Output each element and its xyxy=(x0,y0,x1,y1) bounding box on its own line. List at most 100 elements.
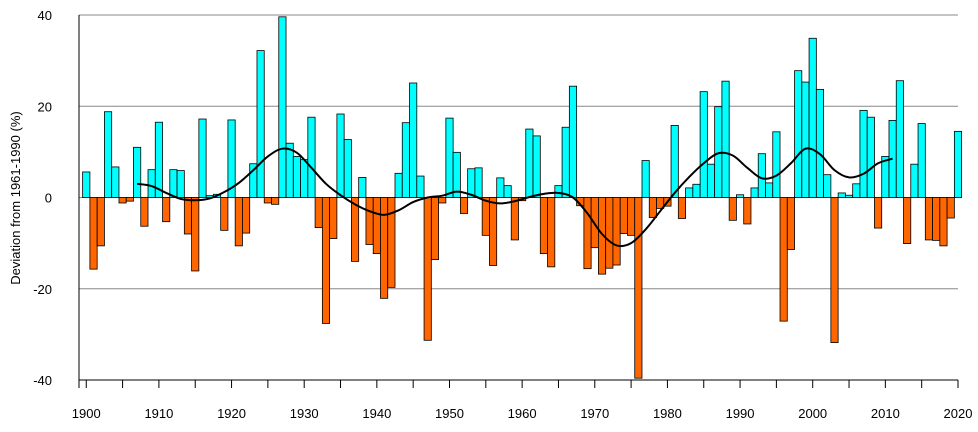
bar-1975 xyxy=(627,197,636,236)
bar-1959 xyxy=(510,197,519,241)
bar-2003 xyxy=(830,197,839,343)
bar-1925 xyxy=(263,197,272,204)
bar-1936 xyxy=(343,139,352,198)
bar-1934 xyxy=(329,197,338,239)
bar-1993 xyxy=(757,153,766,198)
bar-1965 xyxy=(554,185,563,198)
bar-1942 xyxy=(387,197,396,288)
bar-1969 xyxy=(583,197,592,270)
bar-2006 xyxy=(852,183,861,198)
bar-1976 xyxy=(634,197,643,379)
bar-1922 xyxy=(242,197,251,234)
bar-2005 xyxy=(845,194,854,198)
bar-1998 xyxy=(794,70,803,198)
bar-1984 xyxy=(692,183,701,198)
bar-1982 xyxy=(677,197,686,219)
bar-1943 xyxy=(394,172,403,198)
bar-2012 xyxy=(895,80,904,198)
bar-1920 xyxy=(227,119,236,198)
x-tick-label: 1970 xyxy=(580,406,609,421)
x-tick-label: 1930 xyxy=(290,406,319,421)
bar-1919 xyxy=(220,197,229,231)
bar-1985 xyxy=(699,91,708,198)
bar-1967 xyxy=(568,85,578,198)
bar-1912 xyxy=(169,169,178,198)
trend-line xyxy=(136,147,893,248)
bar-1989 xyxy=(728,197,737,221)
x-tick-label: 1990 xyxy=(726,406,755,421)
bar-2009 xyxy=(874,197,883,229)
bar-1939 xyxy=(365,197,374,245)
bar-1994 xyxy=(765,182,774,198)
axes xyxy=(78,15,959,388)
x-tick-label: 1900 xyxy=(72,406,101,421)
x-tick-label: 1960 xyxy=(508,406,537,421)
bar-1992 xyxy=(750,187,759,198)
bar-2017 xyxy=(932,197,941,241)
bar-1901 xyxy=(89,197,98,270)
bar-1964 xyxy=(547,197,556,268)
trend-line-layer xyxy=(136,147,893,248)
bar-2014 xyxy=(910,163,919,198)
x-tick-label: 1910 xyxy=(144,406,173,421)
bar-1908 xyxy=(140,197,149,227)
bar-1909 xyxy=(147,169,156,198)
bar-1956 xyxy=(489,197,498,266)
bar-1921 xyxy=(234,197,243,247)
bar-1911 xyxy=(162,197,171,223)
bar-1914 xyxy=(183,197,192,235)
bar-2019 xyxy=(946,197,955,219)
bar-1988 xyxy=(721,80,730,198)
x-tick-label: 1940 xyxy=(362,406,391,421)
y-tick-label: 20 xyxy=(38,99,52,114)
bar-2016 xyxy=(924,197,933,241)
bar-1945 xyxy=(409,82,418,198)
bar-1915 xyxy=(191,197,200,272)
bar-1951 xyxy=(452,151,461,198)
bar-1957 xyxy=(496,177,505,198)
bar-1952 xyxy=(459,197,469,214)
x-tick-label: 2020 xyxy=(944,406,973,421)
bar-1940 xyxy=(372,197,381,255)
y-tick-label: 0 xyxy=(45,191,52,206)
bar-1913 xyxy=(176,170,185,198)
bar-1997 xyxy=(786,197,795,250)
bar-1995 xyxy=(772,131,781,198)
bar-1973 xyxy=(612,197,621,266)
bar-1933 xyxy=(321,197,331,324)
bar-2010 xyxy=(881,156,890,198)
y-tick-label: 40 xyxy=(38,8,52,23)
bar-1961 xyxy=(525,128,534,198)
y-axis-title: Deviation from 1961-1990 (%) xyxy=(8,111,23,284)
bar-1946 xyxy=(416,175,425,198)
bar-1990 xyxy=(736,194,745,198)
bar-1907 xyxy=(133,146,142,198)
bar-2018 xyxy=(939,197,948,247)
y-tick-label: -20 xyxy=(33,282,52,297)
bar-1983 xyxy=(685,187,694,198)
x-tick-label: 1980 xyxy=(653,406,682,421)
bar-1947 xyxy=(423,197,432,341)
bar-2020 xyxy=(953,130,963,198)
y-tick-labels: 40 20 0 -20 -40 xyxy=(33,8,52,388)
bar-1926 xyxy=(271,197,280,205)
bar-1978 xyxy=(648,197,657,218)
bar-1903 xyxy=(104,111,113,198)
bar-1931 xyxy=(307,116,316,198)
bar-1906 xyxy=(125,197,134,202)
bar-1935 xyxy=(336,113,345,198)
bar-1927 xyxy=(278,16,287,198)
bar-1924 xyxy=(256,50,265,198)
bar-1905 xyxy=(118,197,127,204)
bar-1986 xyxy=(706,163,716,198)
bar-1981 xyxy=(670,125,679,198)
bars xyxy=(82,16,963,379)
x-tick-label: 2010 xyxy=(871,406,900,421)
bar-1963 xyxy=(539,197,548,255)
bar-1930 xyxy=(300,159,309,198)
bar-1916 xyxy=(198,118,207,198)
bar-1904 xyxy=(111,166,120,198)
bar-1910 xyxy=(154,121,163,198)
bar-1941 xyxy=(380,197,389,299)
